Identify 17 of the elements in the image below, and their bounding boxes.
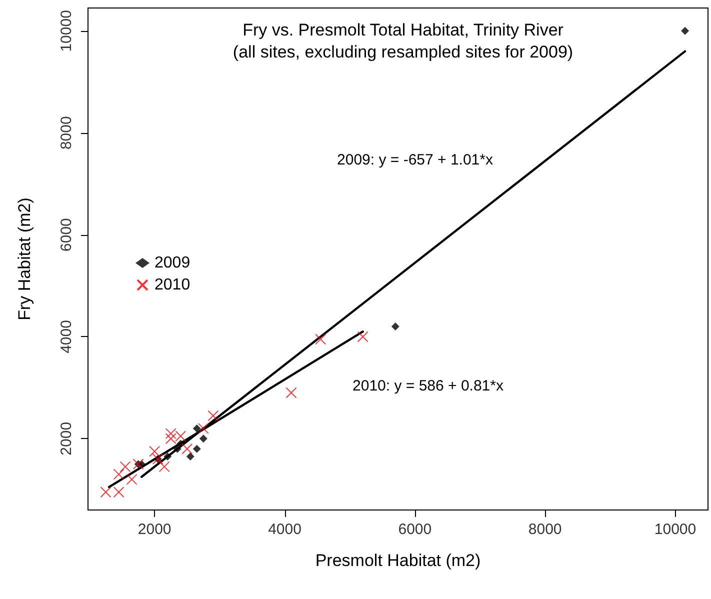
y-tick-label: 2000 xyxy=(58,422,75,456)
x-tick-label: 10000 xyxy=(654,521,696,538)
annotation: 2009: y = -657 + 1.01*x xyxy=(337,152,494,168)
legend-label: 2009 xyxy=(154,254,190,272)
y-tick-label: 8000 xyxy=(58,116,75,150)
y-tick-label: 4000 xyxy=(58,320,75,354)
y-tick-label: 6000 xyxy=(58,218,75,252)
x-tick-label: 2000 xyxy=(138,521,172,538)
x-axis-title: Presmolt Habitat (m2) xyxy=(315,551,481,570)
legend-label: 2010 xyxy=(154,276,190,294)
x-tick-label: 8000 xyxy=(528,521,562,538)
y-tick-label: 10000 xyxy=(58,10,75,52)
x-tick-label: 6000 xyxy=(398,521,432,538)
annotation: 2010: y = 586 + 0.81*x xyxy=(352,378,504,394)
text: Fry vs. Presmolt Total Habitat, Trinity River (all sites, excluding resampled sites for 2009) xyxy=(232,20,574,62)
x-tick-label: 4000 xyxy=(268,521,302,538)
y-axis-title: Fry Habitat (m2) xyxy=(15,198,34,320)
